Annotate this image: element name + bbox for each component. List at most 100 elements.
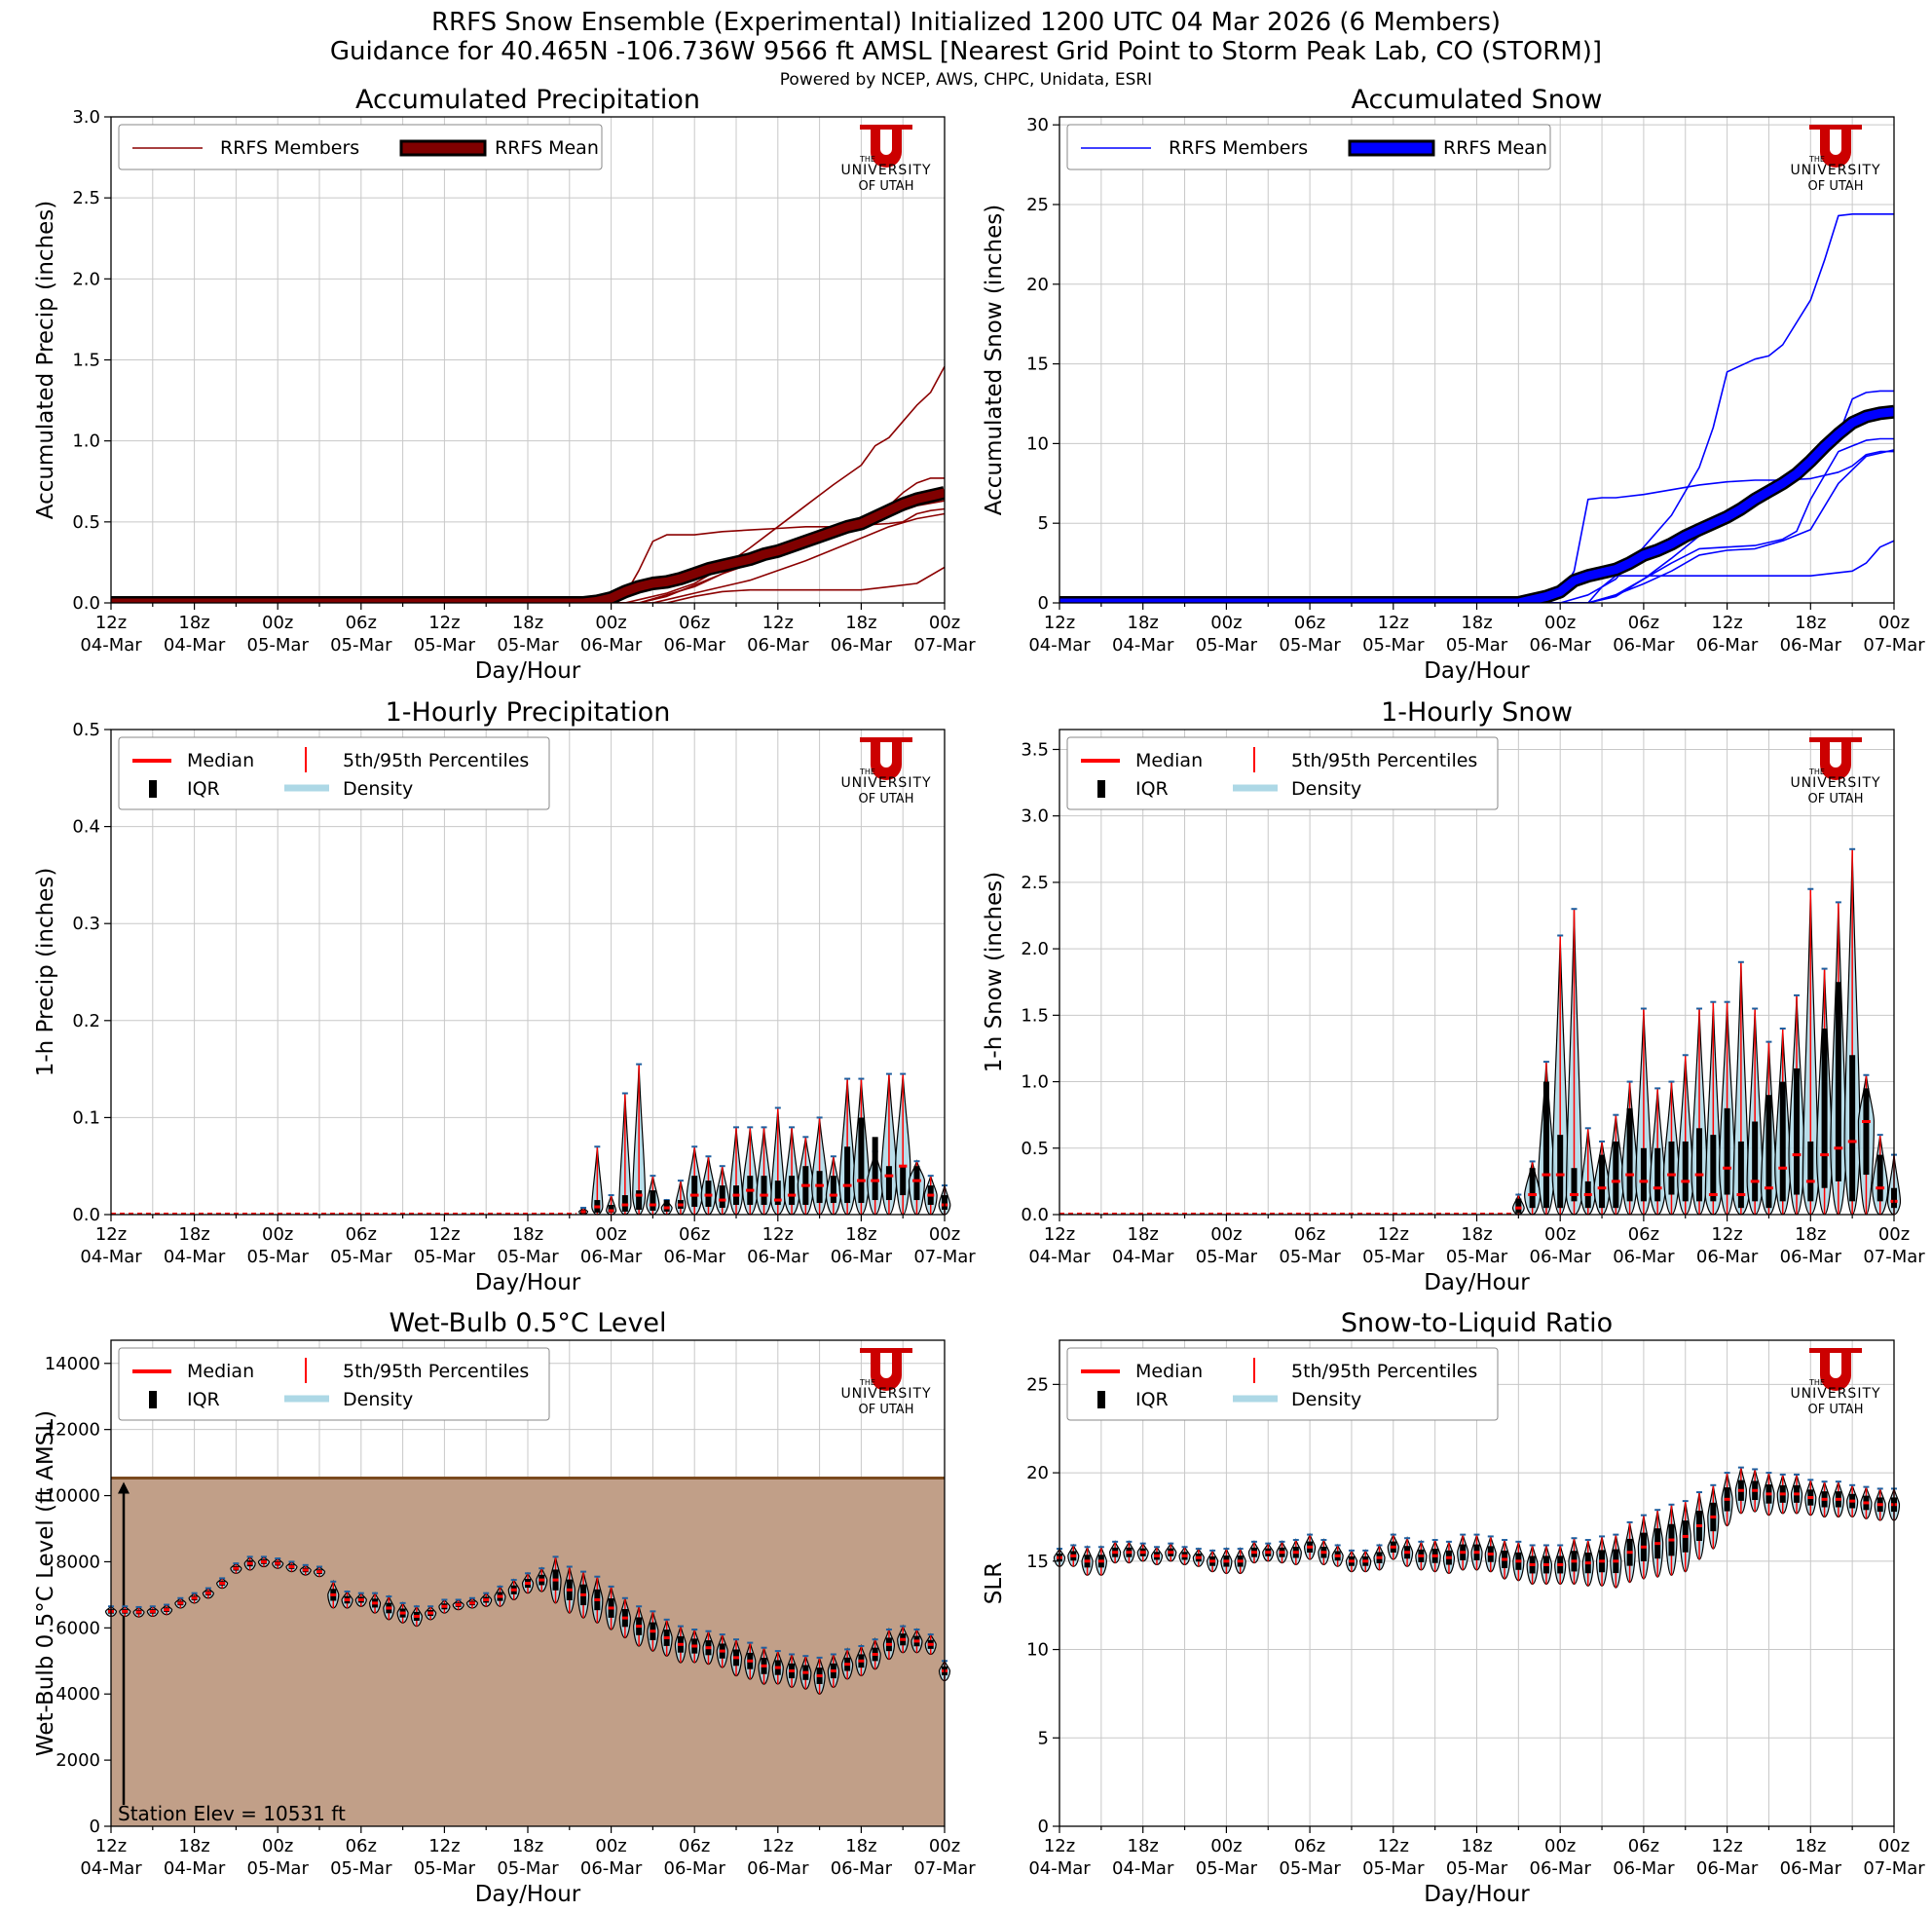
x-tick-label-hour: 18z: [512, 1836, 543, 1856]
logo-text-of-utah: OF UTAH: [1808, 1403, 1864, 1417]
legend-iqr-mark: [149, 780, 157, 798]
y-tick-label: 1.0: [72, 431, 100, 452]
y-tick-label: 15: [1026, 1552, 1049, 1572]
x-tick-label-day: 06-Mar: [1613, 635, 1675, 656]
series-line-member: [1059, 213, 1894, 603]
x-tick-label-hour: 18z: [845, 1224, 876, 1245]
series-line-mean: [111, 488, 945, 603]
violin-hour: [1746, 1007, 1764, 1216]
violin-hour: [1207, 1549, 1219, 1573]
violin-iqr-box: [885, 1166, 892, 1201]
utah-u-mark: [867, 125, 906, 168]
violin-hour: [633, 1605, 646, 1647]
y-tick-label: 15: [1026, 355, 1049, 375]
x-tick-label-hour: 18z: [1128, 613, 1159, 633]
y-tick-label: 0: [90, 1817, 100, 1837]
y-axis-label: 1-h Precip (inches): [33, 868, 58, 1077]
utah-u-bar: [860, 1348, 912, 1353]
violin-hour: [1790, 1473, 1803, 1515]
y-tick-label: 0.2: [72, 1011, 100, 1031]
x-tick-label-day: 06-Mar: [831, 1858, 893, 1879]
y-tick-label: 10000: [45, 1486, 100, 1507]
utah-u-bar: [1809, 1348, 1862, 1353]
violin-hour: [257, 1555, 271, 1568]
legend-mean-label: RRFS Mean: [1443, 137, 1547, 159]
violin-iqr-box: [1515, 1198, 1522, 1214]
violin-iqr-box: [844, 1146, 851, 1204]
violin-hour: [1318, 1538, 1330, 1566]
y-tick-label: 3.0: [1021, 806, 1049, 827]
x-tick-label-day: 05-Mar: [330, 1858, 392, 1879]
logo-text-of-utah: OF UTAH: [859, 792, 914, 806]
violin-hour: [1749, 1468, 1762, 1513]
y-tick-label: 8000: [56, 1552, 100, 1572]
x-tick-label-hour: 18z: [1128, 1836, 1159, 1856]
legend-median-label: Median: [187, 1361, 254, 1382]
x-tick-label-day: 07-Mar: [913, 635, 976, 656]
violin-hour: [1276, 1540, 1288, 1564]
x-tick-label-day: 06-Mar: [664, 1247, 726, 1267]
x-tick-label-day: 06-Mar: [1780, 635, 1842, 656]
violin-hour: [1818, 1480, 1831, 1518]
x-tick-label-day: 05-Mar: [247, 1858, 310, 1879]
violin-hour: [1721, 1472, 1733, 1527]
legend-percentiles-label: 5th/95th Percentiles: [343, 1361, 529, 1382]
x-tick-label-hour: 06z: [346, 1224, 377, 1245]
x-tick-label-hour: 06z: [1294, 1836, 1325, 1856]
x-tick-label-day: 04-Mar: [80, 1247, 142, 1267]
legend-mean-label: RRFS Mean: [495, 137, 599, 159]
violin-hour: [1568, 1537, 1580, 1586]
utah-u-bar: [1809, 737, 1862, 742]
y-tick-label: 4000: [56, 1684, 100, 1705]
utah-u-mark: [1816, 125, 1855, 168]
x-tick-label-hour: 18z: [1795, 1836, 1826, 1856]
violin-hour: [1832, 1480, 1844, 1518]
utah-u-mark: [1816, 737, 1855, 780]
violin-iqr-box: [1863, 1088, 1870, 1176]
logo-text-of-utah: OF UTAH: [859, 1403, 914, 1417]
legend-density-label: Density: [1291, 778, 1361, 800]
legend-mean-swatch: [399, 139, 487, 157]
x-tick-label-hour: 12z: [762, 613, 794, 633]
x-tick-label-day: 07-Mar: [1863, 1247, 1925, 1267]
x-tick-label-hour: 00z: [262, 1224, 293, 1245]
violin-iqr-box: [636, 1190, 643, 1211]
x-axis-label: Day/Hour: [475, 1270, 581, 1295]
violin-iqr-box: [1849, 1055, 1856, 1202]
x-tick-label-hour: 00z: [1878, 613, 1910, 633]
violin-iqr-box: [1542, 1081, 1549, 1209]
violin-hour: [452, 1598, 464, 1611]
y-tick-label: 0.5: [72, 512, 100, 533]
x-tick-label-day: 04-Mar: [80, 1858, 142, 1879]
violin-hour: [1718, 1000, 1736, 1216]
violin-hour: [1665, 1503, 1678, 1576]
x-tick-label-hour: 12z: [1044, 1836, 1075, 1856]
y-tick-label: 2.0: [72, 269, 100, 289]
series-line-member: [1059, 540, 1894, 603]
legend-density-label: Density: [343, 1389, 413, 1410]
y-tick-label: 0.0: [72, 593, 100, 614]
violin-hour: [618, 1092, 632, 1216]
violin-iqr-box: [663, 1200, 670, 1213]
x-axis-label: Day/Hour: [475, 1882, 581, 1907]
violin-iqr-box: [858, 1117, 865, 1204]
violin-iqr-box: [1737, 1141, 1744, 1209]
violin-hour: [1830, 901, 1847, 1216]
x-tick-label-hour: 06z: [679, 1224, 710, 1245]
violin-hour: [285, 1560, 298, 1573]
x-tick-label-day: 05-Mar: [497, 1247, 559, 1267]
violin-hour: [1442, 1540, 1456, 1575]
violin-hour: [1136, 1542, 1149, 1562]
violin-iqr-box: [1613, 1141, 1619, 1209]
x-tick-label-hour: 18z: [1795, 1224, 1826, 1245]
x-axis-label: Day/Hour: [1424, 1270, 1530, 1295]
x-tick-label-hour: 12z: [1711, 1836, 1742, 1856]
violin-iqr-box: [1529, 1168, 1536, 1209]
violin-hour: [869, 1636, 881, 1670]
logo-text-university: UNIVERSITY: [840, 163, 931, 178]
violin-hour: [216, 1577, 229, 1590]
x-tick-label-hour: 12z: [1378, 1836, 1409, 1856]
x-tick-label-day: 05-Mar: [1362, 1858, 1425, 1879]
